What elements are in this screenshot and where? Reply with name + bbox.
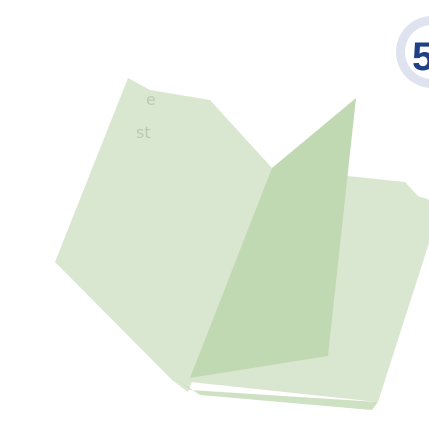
book (55, 78, 429, 410)
left-page (55, 78, 272, 392)
turning-page (190, 98, 356, 378)
badge-inner (405, 25, 429, 79)
page-edge (178, 380, 378, 410)
badge-number: 5 (412, 35, 429, 79)
